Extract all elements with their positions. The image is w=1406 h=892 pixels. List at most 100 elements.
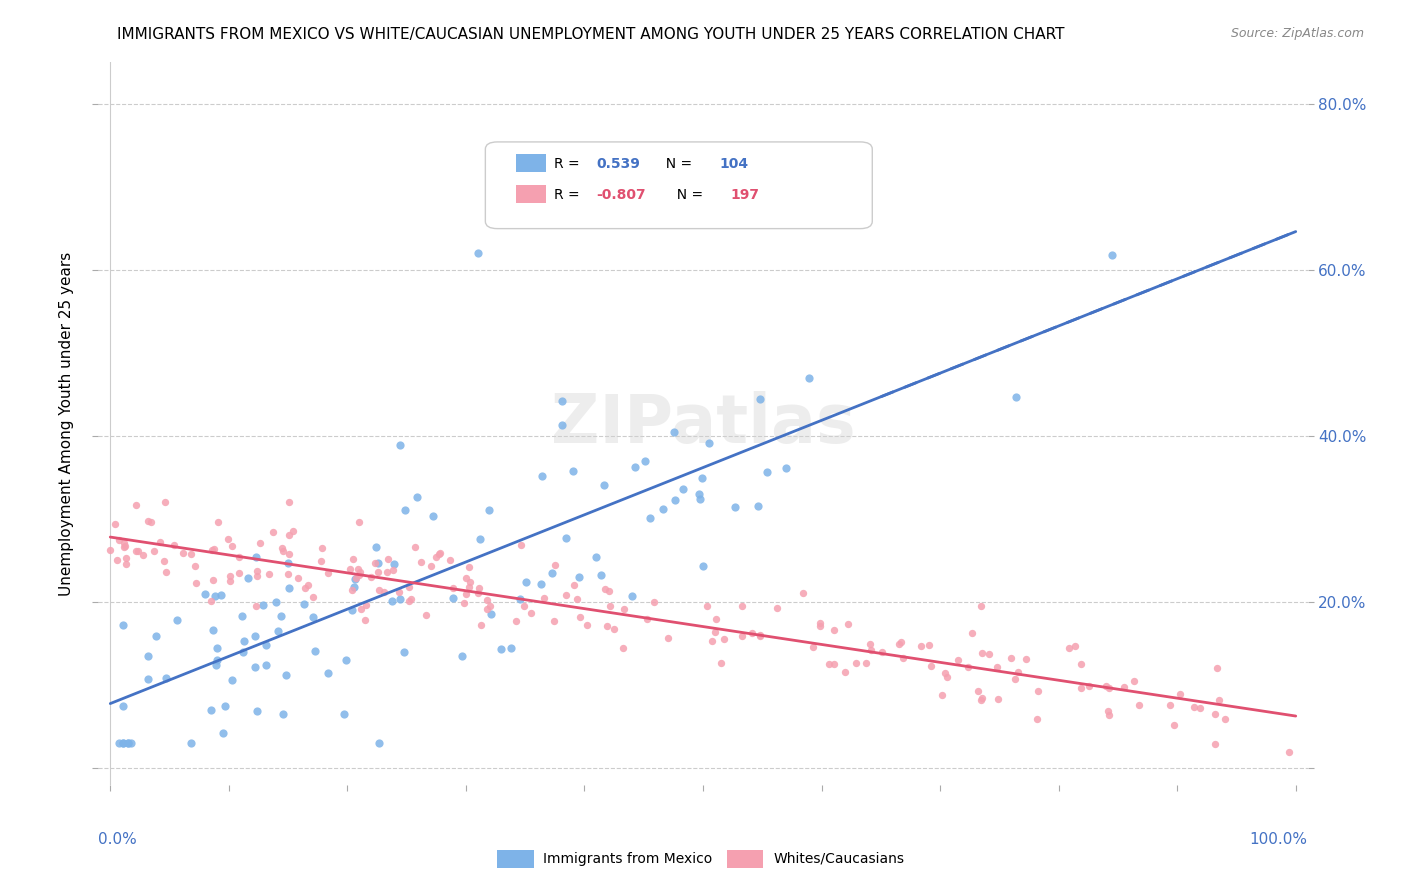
- Point: [1114, 680, 1136, 694]
- Point: [347, 567, 370, 582]
- Bar: [727, 850, 763, 868]
- Point: [221, 673, 243, 687]
- Point: [1213, 712, 1236, 726]
- Point: [349, 566, 371, 580]
- Text: N =: N =: [668, 187, 707, 202]
- Point: [972, 646, 994, 660]
- Point: [114, 539, 136, 553]
- Point: [481, 607, 503, 621]
- Point: [375, 566, 398, 580]
- Point: [457, 580, 479, 594]
- Point: [603, 622, 626, 636]
- Point: [859, 642, 882, 657]
- Point: [354, 598, 377, 612]
- Point: [209, 588, 232, 602]
- Point: [221, 539, 243, 553]
- Point: [1098, 681, 1121, 695]
- Point: [111, 618, 134, 632]
- Point: [194, 587, 217, 601]
- Point: [696, 599, 718, 613]
- Point: [333, 706, 356, 721]
- Point: [202, 542, 225, 557]
- Point: [204, 658, 226, 673]
- Point: [200, 703, 222, 717]
- Point: [350, 601, 373, 615]
- Point: [967, 684, 990, 698]
- Point: [112, 536, 135, 550]
- Point: [125, 498, 148, 512]
- Point: [599, 599, 621, 614]
- Point: [218, 569, 240, 583]
- Point: [278, 495, 301, 509]
- Y-axis label: Unemployment Among Youth under 25 years: Unemployment Among Youth under 25 years: [59, 252, 75, 596]
- Point: [287, 571, 309, 585]
- Point: [232, 634, 254, 648]
- Point: [501, 641, 523, 656]
- Point: [166, 613, 188, 627]
- Point: [533, 591, 555, 605]
- Point: [748, 392, 770, 407]
- Point: [808, 615, 831, 630]
- Point: [467, 586, 489, 600]
- Point: [429, 548, 451, 562]
- Point: [1208, 693, 1230, 707]
- Point: [568, 570, 591, 584]
- Point: [467, 582, 489, 596]
- Point: [458, 574, 481, 589]
- Point: [246, 704, 269, 718]
- Text: Whites/Caucasians: Whites/Caucasians: [773, 852, 904, 865]
- Point: [931, 688, 953, 702]
- Point: [1070, 657, 1092, 672]
- Point: [467, 246, 489, 260]
- Point: [367, 565, 389, 579]
- Point: [107, 736, 129, 750]
- Point: [231, 608, 253, 623]
- Point: [153, 495, 176, 509]
- Point: [112, 736, 135, 750]
- Point: [125, 544, 148, 558]
- Point: [700, 634, 723, 648]
- Point: [652, 502, 675, 516]
- Point: [643, 595, 665, 609]
- Point: [143, 543, 166, 558]
- Point: [180, 547, 202, 561]
- Text: Source: ZipAtlas.com: Source: ZipAtlas.com: [1230, 27, 1364, 40]
- Point: [381, 563, 404, 577]
- Point: [555, 588, 578, 602]
- Point: [808, 618, 831, 632]
- Point: [530, 576, 553, 591]
- Point: [704, 625, 727, 640]
- Point: [1094, 679, 1116, 693]
- Point: [277, 566, 299, 581]
- Point: [723, 500, 745, 514]
- Point: [692, 558, 714, 573]
- Point: [441, 581, 464, 595]
- Text: ZIPatlas: ZIPatlas: [551, 391, 855, 457]
- Point: [749, 628, 772, 642]
- Point: [245, 550, 267, 565]
- Point: [398, 594, 420, 608]
- Point: [870, 645, 893, 659]
- Point: [823, 624, 845, 638]
- Point: [201, 573, 224, 587]
- Point: [1070, 681, 1092, 695]
- Point: [254, 658, 277, 673]
- Point: [818, 657, 841, 671]
- Point: [512, 599, 534, 614]
- Point: [456, 571, 478, 585]
- Point: [633, 454, 655, 468]
- Point: [411, 555, 433, 569]
- Point: [108, 533, 131, 547]
- Point: [155, 671, 177, 685]
- Point: [823, 657, 845, 671]
- Point: [690, 471, 713, 485]
- Point: [205, 641, 228, 656]
- Point: [394, 502, 416, 516]
- Text: 100.0%: 100.0%: [1250, 832, 1308, 847]
- Point: [1077, 678, 1099, 692]
- Point: [987, 692, 1010, 706]
- Point: [664, 493, 686, 508]
- Text: R =: R =: [554, 187, 585, 202]
- Text: 0.539: 0.539: [596, 157, 641, 170]
- Point: [565, 592, 588, 607]
